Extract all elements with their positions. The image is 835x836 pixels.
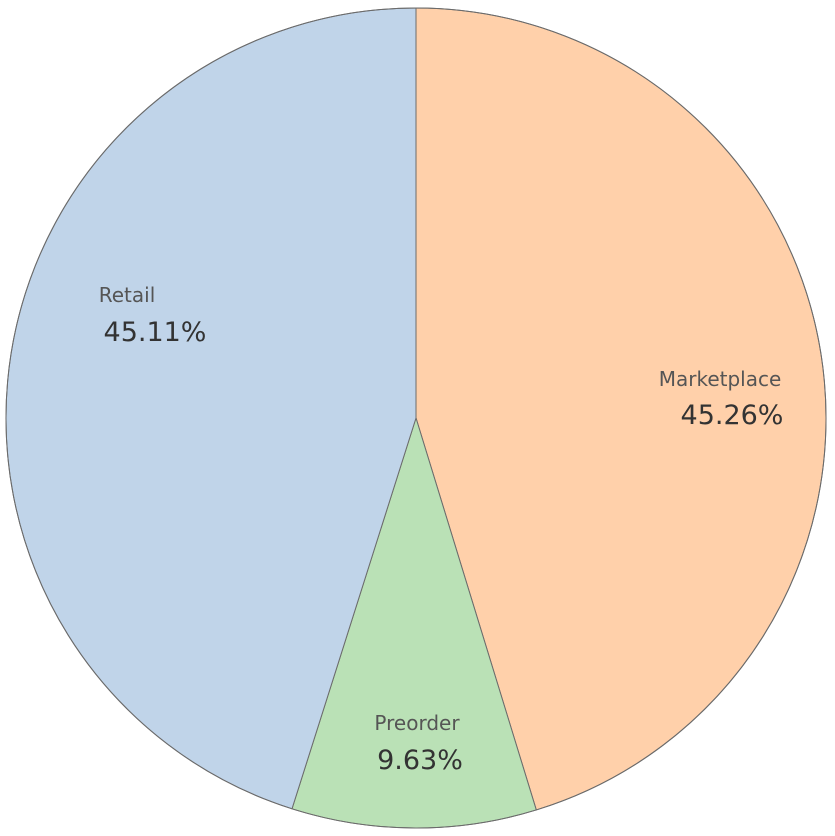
slice-label-retail: Retail <box>99 283 156 307</box>
slice-percent-retail: 45.11% <box>104 317 207 348</box>
slice-label-preorder: Preorder <box>374 711 460 735</box>
pie-outline <box>5 7 827 829</box>
pie-labels: Marketplace 45.26% Preorder 9.63% Retail 45.1… <box>99 283 784 776</box>
slice-percent-preorder: 9.63% <box>377 745 463 776</box>
slice-percent-marketplace: 45.26% <box>681 400 784 431</box>
slice-label-marketplace: Marketplace <box>659 367 782 391</box>
pie-slices <box>5 7 827 829</box>
